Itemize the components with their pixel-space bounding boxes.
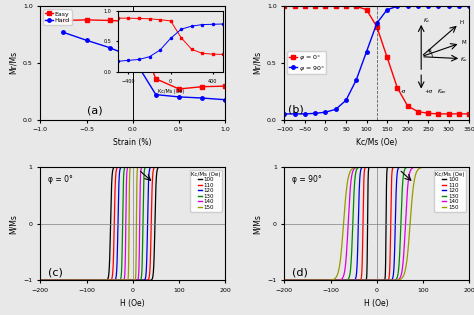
$\varphi$ = 0$°$ xyxy=(405,104,410,108)
$\varphi$ = 0$°$ xyxy=(292,4,298,8)
Hard xyxy=(199,96,205,100)
Hard xyxy=(222,98,228,102)
$\varphi$ = 90$°$ xyxy=(466,4,472,8)
$\varphi$ = 0$°$ xyxy=(425,112,431,115)
Easy xyxy=(130,20,136,24)
$\varphi$ = 90$°$ xyxy=(436,4,441,8)
Easy xyxy=(222,84,228,88)
$\varphi$ = 90$°$ xyxy=(333,107,338,111)
$\varphi$ = 0$°$ xyxy=(456,112,462,116)
$\varphi$ = 0$°$ xyxy=(384,55,390,59)
Hard xyxy=(84,38,90,42)
Easy xyxy=(61,19,66,22)
Legend: 100, 110, 120, 130, 140, 150: 100, 110, 120, 130, 140, 150 xyxy=(190,170,222,212)
$\varphi$ = 0$°$ xyxy=(446,112,452,116)
X-axis label: H (Oe): H (Oe) xyxy=(365,299,389,307)
Y-axis label: Mr/Ms: Mr/Ms xyxy=(253,51,262,74)
$\varphi$ = 0$°$ xyxy=(415,110,421,113)
Legend: 100, 110, 120, 130, 140, 150: 100, 110, 120, 130, 140, 150 xyxy=(434,170,466,212)
$\varphi$ = 90$°$ xyxy=(394,4,400,8)
$\varphi$ = 90$°$ xyxy=(456,4,462,8)
Line: Easy: Easy xyxy=(62,18,227,91)
Y-axis label: Mr/Ms: Mr/Ms xyxy=(9,51,18,74)
Line: $\varphi$ = 90$°$: $\varphi$ = 90$°$ xyxy=(283,4,471,116)
$\varphi$ = 0$°$ xyxy=(466,112,472,116)
$\varphi$ = 90$°$ xyxy=(323,110,328,114)
$\varphi$ = 90$°$ xyxy=(354,78,359,82)
Easy xyxy=(153,77,159,81)
Text: φ = 0°: φ = 0° xyxy=(48,175,73,184)
Text: (d): (d) xyxy=(292,268,308,278)
Text: (c): (c) xyxy=(48,268,63,278)
$\varphi$ = 90$°$ xyxy=(302,112,308,116)
Easy xyxy=(84,18,90,22)
Easy xyxy=(107,19,112,22)
Line: $\varphi$ = 0$°$: $\varphi$ = 0$°$ xyxy=(283,4,471,116)
$\varphi$ = 0$°$ xyxy=(323,4,328,8)
$\varphi$ = 90$°$ xyxy=(415,4,421,8)
Easy xyxy=(176,87,182,91)
X-axis label: Kc/Ms (Oe): Kc/Ms (Oe) xyxy=(356,138,397,147)
Legend: Easy, Hard: Easy, Hard xyxy=(44,9,72,25)
$\varphi$ = 0$°$ xyxy=(312,4,318,8)
$\varphi$ = 0$°$ xyxy=(364,8,369,12)
Text: (b): (b) xyxy=(288,105,304,115)
$\varphi$ = 90$°$ xyxy=(312,112,318,115)
$\varphi$ = 90$°$ xyxy=(364,50,369,54)
Y-axis label: M/Ms: M/Ms xyxy=(253,214,262,234)
Legend: $\varphi$ = 0$°$, $\varphi$ = 90$°$: $\varphi$ = 0$°$, $\varphi$ = 90$°$ xyxy=(288,51,327,74)
$\varphi$ = 90$°$ xyxy=(446,4,452,8)
Line: Hard: Hard xyxy=(62,31,227,101)
Hard xyxy=(130,55,136,59)
$\varphi$ = 0$°$ xyxy=(282,4,287,8)
$\varphi$ = 0$°$ xyxy=(394,86,400,90)
$\varphi$ = 90$°$ xyxy=(343,98,349,102)
Y-axis label: M/Ms: M/Ms xyxy=(9,214,18,234)
$\varphi$ = 0$°$ xyxy=(354,4,359,8)
X-axis label: Strain (%): Strain (%) xyxy=(113,138,152,147)
X-axis label: H (Oe): H (Oe) xyxy=(120,299,145,307)
$\varphi$ = 0$°$ xyxy=(374,25,380,29)
$\varphi$ = 0$°$ xyxy=(343,4,349,8)
Hard xyxy=(61,31,66,34)
Hard xyxy=(153,93,159,96)
$\varphi$ = 90$°$ xyxy=(384,8,390,12)
$\varphi$ = 0$°$ xyxy=(436,112,441,116)
$\varphi$ = 90$°$ xyxy=(405,4,410,8)
Text: (a): (a) xyxy=(87,106,102,116)
$\varphi$ = 90$°$ xyxy=(282,112,287,116)
Text: φ = 90°: φ = 90° xyxy=(292,175,321,184)
$\varphi$ = 90$°$ xyxy=(374,21,380,25)
$\varphi$ = 0$°$ xyxy=(333,4,338,8)
Easy xyxy=(199,85,205,89)
$\varphi$ = 0$°$ xyxy=(302,4,308,8)
Hard xyxy=(176,95,182,99)
Hard xyxy=(107,46,112,49)
$\varphi$ = 90$°$ xyxy=(292,112,298,116)
$\varphi$ = 90$°$ xyxy=(425,4,431,8)
